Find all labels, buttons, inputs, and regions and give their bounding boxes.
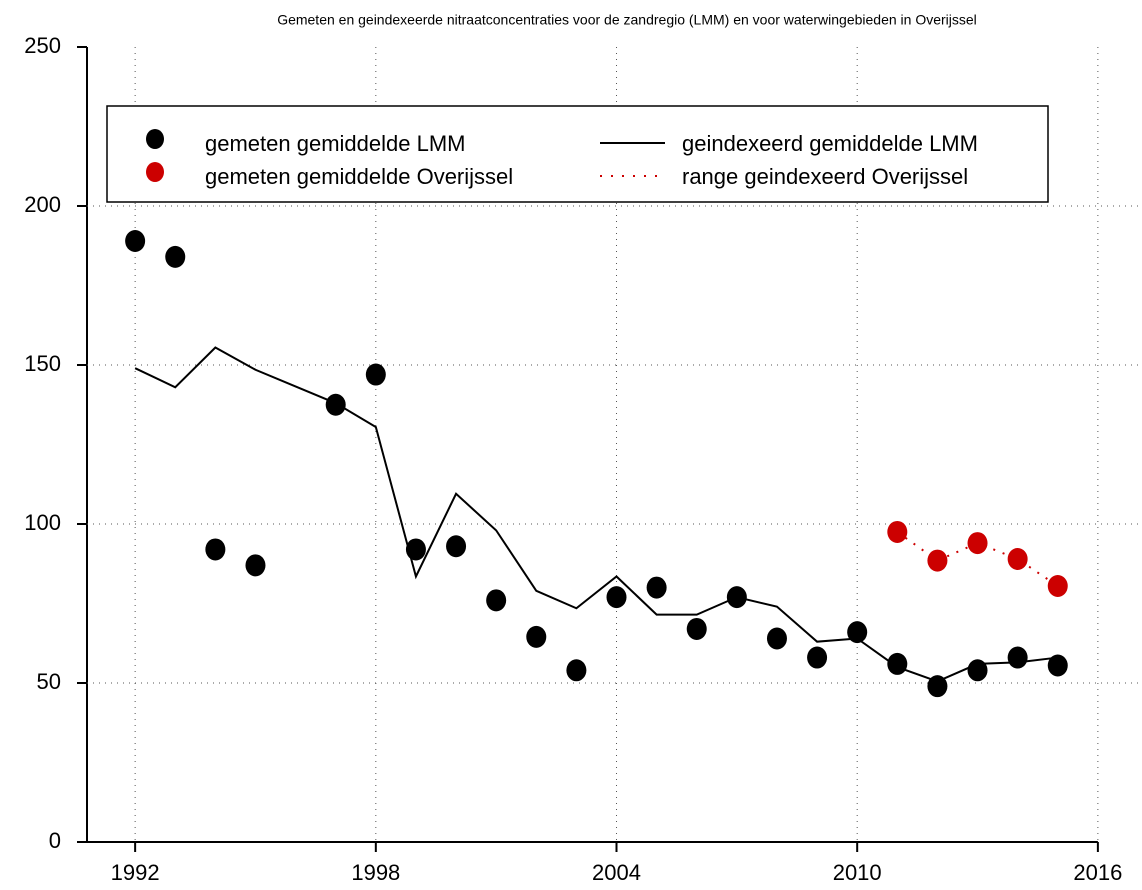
- x-tick-label: 1992: [111, 860, 160, 885]
- legend-box: [106, 105, 1049, 203]
- data-line: [134, 346, 1058, 683]
- data-point: [887, 520, 908, 543]
- data-point: [566, 659, 587, 682]
- data-point: [245, 554, 266, 577]
- data-point: [686, 617, 707, 640]
- chart-title: Gemeten en geindexeerde nitraatconcentra…: [277, 12, 977, 28]
- data-point: [446, 535, 467, 558]
- x-tick-label: 1998: [351, 860, 400, 885]
- y-tick-label: 200: [24, 192, 61, 217]
- x-tick-label: 2010: [833, 860, 882, 885]
- data-point: [125, 229, 146, 252]
- data-point: [726, 586, 747, 609]
- data-point: [807, 646, 828, 669]
- y-tick-label: 50: [37, 669, 61, 694]
- y-tick-label: 250: [24, 33, 61, 58]
- y-tick-label: 100: [24, 510, 61, 535]
- x-tick-label: 2004: [592, 860, 641, 885]
- legend-marker: [146, 162, 164, 182]
- data-point: [847, 621, 868, 644]
- x-tick-label: 2016: [1073, 860, 1122, 885]
- data-point: [486, 589, 507, 612]
- data-point: [405, 538, 426, 561]
- data-point: [967, 532, 988, 555]
- legend-label: gemeten gemiddelde Overijssel: [205, 164, 513, 189]
- data-point: [1047, 654, 1068, 677]
- data-point: [927, 675, 948, 698]
- data-point: [205, 538, 226, 561]
- data-point: [766, 627, 787, 650]
- data-point: [1007, 547, 1028, 570]
- data-point: [646, 576, 667, 599]
- data-point: [1047, 575, 1068, 598]
- data-point: [927, 549, 948, 572]
- data-point: [967, 659, 988, 682]
- data-point: [365, 363, 386, 386]
- legend-marker: [146, 129, 164, 149]
- data-point: [1007, 646, 1028, 669]
- legend-label: gemeten gemiddelde LMM: [205, 131, 465, 156]
- legend-label: geindexeerd gemiddelde LMM: [682, 131, 978, 156]
- y-tick-label: 150: [24, 351, 61, 376]
- data-point: [526, 625, 547, 648]
- legend-label: range geindexeerd Overijssel: [682, 164, 968, 189]
- data-point: [165, 245, 186, 268]
- data-point: [325, 393, 346, 416]
- data-point: [606, 586, 627, 609]
- y-tick-label: 0: [49, 828, 61, 853]
- data-point: [887, 652, 908, 675]
